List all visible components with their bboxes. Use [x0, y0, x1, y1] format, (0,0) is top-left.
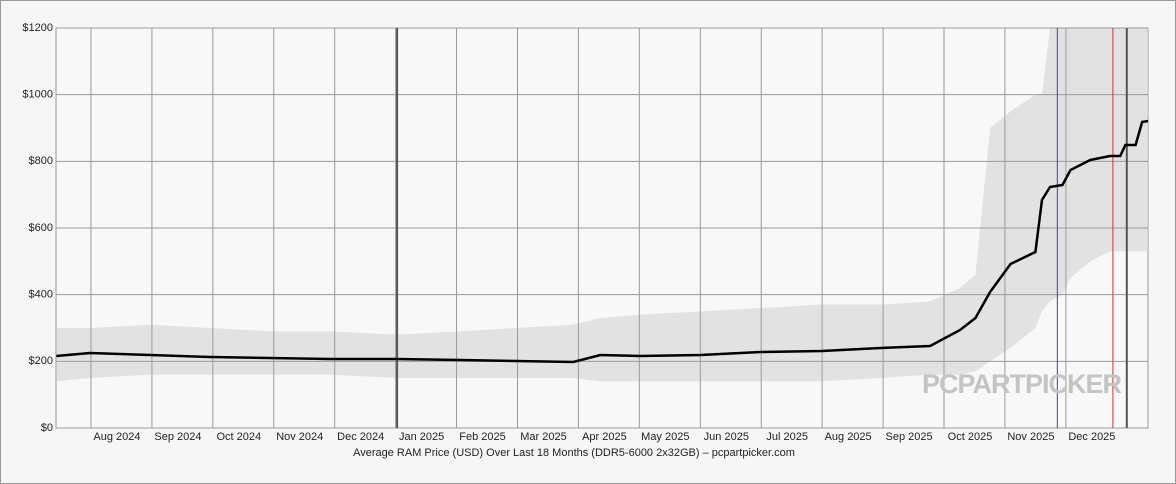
y-tick-label: $200 — [29, 355, 53, 367]
x-tick-label: Sep 2025 — [886, 431, 933, 443]
x-tick-label: Aug 2025 — [825, 431, 872, 443]
y-tick-label: $0 — [41, 422, 53, 434]
x-tick-label: Nov 2025 — [1007, 431, 1054, 443]
x-tick-label: Jun 2025 — [704, 431, 749, 443]
x-tick-label: Mar 2025 — [520, 431, 566, 443]
x-tick-label: Oct 2025 — [948, 431, 993, 443]
x-tick-label: Sep 2024 — [154, 431, 201, 443]
y-tick-label: $1200 — [22, 22, 53, 34]
price-range — [56, 28, 1148, 382]
price-line — [56, 119, 1149, 364]
x-tick-label: Apr 2025 — [582, 431, 627, 443]
watermark: PCPARTPICKER — [922, 369, 1122, 399]
y-tick-label: $1000 — [22, 89, 53, 101]
x-tick-label: Dec 2024 — [337, 431, 384, 443]
x-tick-label: Nov 2024 — [276, 431, 323, 443]
y-tick-label: $400 — [29, 289, 53, 301]
y-tick-label: $600 — [29, 222, 53, 234]
x-tick-label: Jul 2025 — [766, 431, 808, 443]
chart-title: Average RAM Price (USD) Over Last 18 Mon… — [353, 447, 795, 459]
x-tick-label: Oct 2024 — [217, 431, 262, 443]
x-tick-label: Feb 2025 — [459, 431, 505, 443]
x-tick-label: Dec 2025 — [1068, 431, 1115, 443]
x-tick-label: May 2025 — [641, 431, 689, 443]
x-tick-label: Aug 2024 — [93, 431, 140, 443]
x-tick-label: Jan 2025 — [399, 431, 444, 443]
y-tick-label: $800 — [29, 155, 53, 167]
